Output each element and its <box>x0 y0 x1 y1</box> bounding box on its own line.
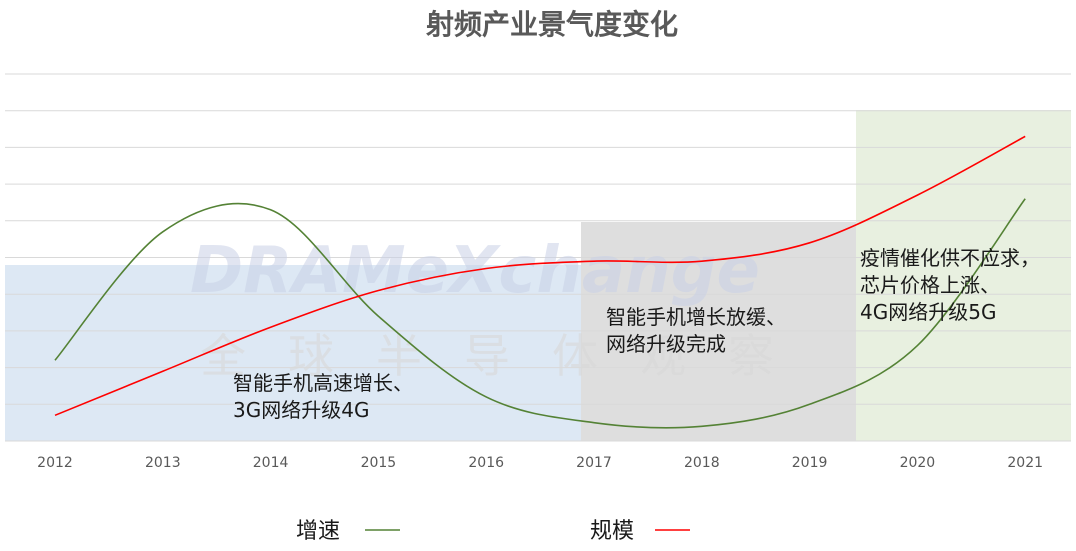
x-tick-label: 2017 <box>576 455 612 471</box>
x-tick-label: 2016 <box>468 455 504 471</box>
x-tick-label: 2014 <box>253 455 289 471</box>
watermark: DRAMeXchange 全球半导体观察 <box>190 234 816 383</box>
watermark-logo: DRAMeXchange <box>190 234 760 308</box>
annotation-text: 智能手机高速增长、 <box>233 371 413 395</box>
series-line <box>54 198 1026 429</box>
x-tick-label: 2019 <box>792 455 828 471</box>
x-tick-label: 2018 <box>684 455 720 471</box>
annotations: 智能手机高速增长、 3G网络升级4G 智能手机增长放缓、网络升级完成 疫情催化供不应求… <box>233 246 1040 422</box>
series-line <box>54 135 1026 417</box>
x-tick-label: 2021 <box>1007 455 1043 471</box>
annotation-text: 4G网络升级5G <box>860 300 996 324</box>
legend-label: 规模 <box>590 519 634 544</box>
series-lines <box>54 135 1026 429</box>
x-tick-label: 2020 <box>900 455 936 471</box>
x-tick-label: 2013 <box>145 455 181 471</box>
annotation-text: 疫情催化供不应求， <box>860 246 1040 270</box>
shaded-period <box>856 110 1071 441</box>
annotation-text: 智能手机增长放缓、 <box>606 305 786 329</box>
legend: 增速 规模 <box>296 519 690 544</box>
gridlines <box>5 73 1071 442</box>
annotation-text: 3G网络升级4G <box>233 398 369 422</box>
watermark-chinese: 全球半导体观察 <box>200 329 816 383</box>
x-tick-label: 2012 <box>37 455 73 471</box>
chart-title: 射频产业景气度变化 <box>425 8 678 41</box>
x-axis-ticks: 2012 2013 2014 2015 2016 2017 2018 2019 2020 2021 <box>37 455 1043 471</box>
annotation-text: 芯片价格上涨、 <box>860 273 1000 297</box>
annotation-text: 网络升级完成 <box>606 332 726 356</box>
legend-label: 增速 <box>296 519 340 544</box>
x-tick-label: 2015 <box>361 455 397 471</box>
